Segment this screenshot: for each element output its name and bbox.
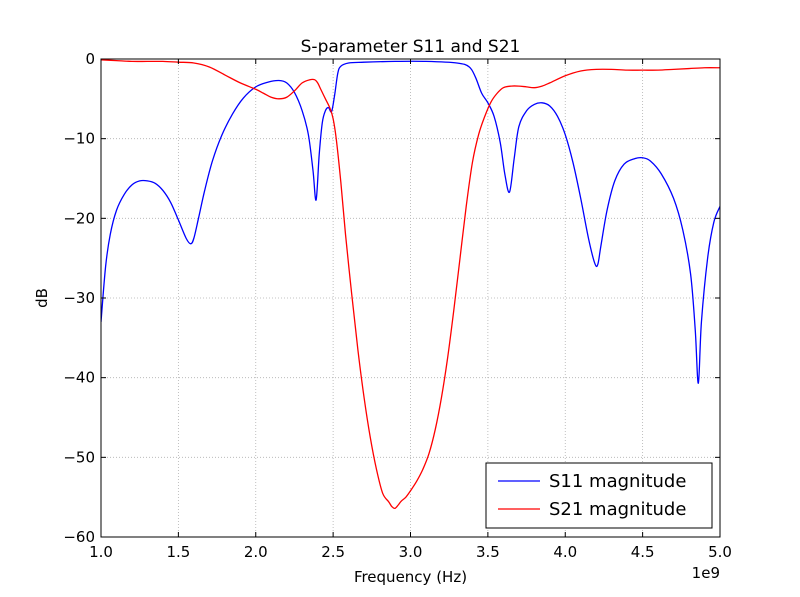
x-tick-label: 3.5 [476,543,500,561]
x-tick-label: 4.5 [631,543,655,561]
x-tick-label: 1.0 [89,543,113,561]
x-axis-label: Frequency (Hz) [354,568,467,586]
y-tick-label: 0 [85,50,95,68]
y-tick-label: −10 [63,130,95,148]
series-line-s21 [101,59,720,510]
legend-box [485,462,713,529]
y-tick-label: −40 [63,369,95,387]
series-line-s11 [101,60,720,384]
y-tick-label: −50 [63,448,95,466]
legend: S11 magnitude S21 magnitude [485,462,713,529]
ticks: 1.0 1.5 2.0 2.5 3.0 3.5 4.0 4.5 5.0 0 −10 −20 −30 −40… [63,50,732,561]
y-tick-label: −60 [63,528,95,546]
x-offset-label: 1e9 [692,564,720,582]
x-tick-label: 5.0 [708,543,732,561]
x-tick-label: 3.0 [399,543,423,561]
chart-title: S-parameter S11 and S21 [301,37,521,57]
x-tick-label: 2.5 [321,543,345,561]
x-tick-label: 2.0 [244,543,268,561]
y-tick-label: −30 [63,289,95,307]
x-tick-label: 4.0 [553,543,577,561]
y-tick-label: −20 [63,209,95,227]
legend-label-s11: S11 magnitude [549,471,686,492]
legend-label-s21: S21 magnitude [549,499,686,520]
x-tick-label: 1.5 [166,543,190,561]
y-axis-label: dB [33,288,51,308]
series-group [101,59,720,510]
